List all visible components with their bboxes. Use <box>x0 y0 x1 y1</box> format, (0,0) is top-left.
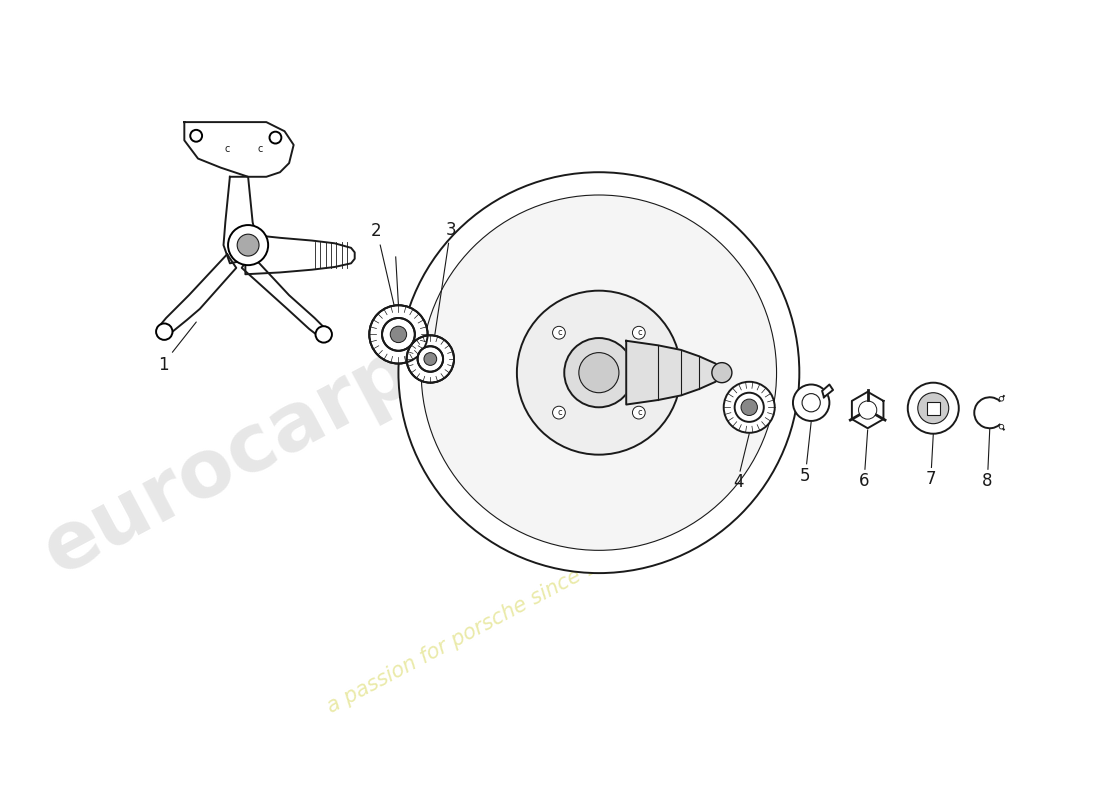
Circle shape <box>228 225 268 265</box>
Polygon shape <box>185 122 294 177</box>
Text: c: c <box>637 408 642 417</box>
Circle shape <box>908 382 959 434</box>
Text: 2: 2 <box>371 222 381 241</box>
Polygon shape <box>223 177 257 263</box>
Circle shape <box>424 353 437 366</box>
Text: 3: 3 <box>446 221 456 238</box>
Circle shape <box>917 393 949 424</box>
Circle shape <box>999 397 1003 401</box>
Text: 4: 4 <box>733 473 744 491</box>
Circle shape <box>632 406 646 419</box>
Text: c: c <box>224 145 230 154</box>
Circle shape <box>564 338 634 407</box>
Bar <box>927 402 939 414</box>
Circle shape <box>316 326 332 342</box>
Polygon shape <box>242 254 330 338</box>
Circle shape <box>724 382 774 433</box>
Circle shape <box>517 290 681 454</box>
Circle shape <box>741 399 758 415</box>
Circle shape <box>238 234 258 256</box>
Text: a passion for porsche since 1985: a passion for porsche since 1985 <box>323 538 637 718</box>
Circle shape <box>999 425 1003 429</box>
Circle shape <box>418 346 443 372</box>
Text: 1: 1 <box>158 356 168 374</box>
Circle shape <box>859 401 877 419</box>
Polygon shape <box>851 392 883 428</box>
Polygon shape <box>626 341 722 405</box>
Polygon shape <box>245 234 354 274</box>
Circle shape <box>632 326 646 339</box>
Text: c: c <box>637 328 642 338</box>
Circle shape <box>735 393 763 422</box>
Polygon shape <box>157 254 236 334</box>
Circle shape <box>793 385 829 421</box>
Text: 6: 6 <box>859 472 869 490</box>
Text: c: c <box>558 408 562 417</box>
Circle shape <box>390 326 407 342</box>
Circle shape <box>370 306 428 363</box>
Circle shape <box>421 195 777 550</box>
Circle shape <box>156 323 173 340</box>
Circle shape <box>382 318 415 350</box>
Text: c: c <box>558 328 562 338</box>
Text: eurocarparts: eurocarparts <box>30 246 585 590</box>
Text: c: c <box>257 145 263 154</box>
Circle shape <box>398 172 800 573</box>
Circle shape <box>552 326 565 339</box>
Circle shape <box>270 132 282 143</box>
Circle shape <box>407 335 454 382</box>
Circle shape <box>802 394 821 412</box>
Circle shape <box>712 362 732 382</box>
Polygon shape <box>822 385 833 398</box>
Circle shape <box>190 130 202 142</box>
Text: 7: 7 <box>925 470 936 488</box>
Text: 8: 8 <box>982 472 992 490</box>
Circle shape <box>579 353 619 393</box>
Text: 5: 5 <box>800 466 810 485</box>
Circle shape <box>552 406 565 419</box>
